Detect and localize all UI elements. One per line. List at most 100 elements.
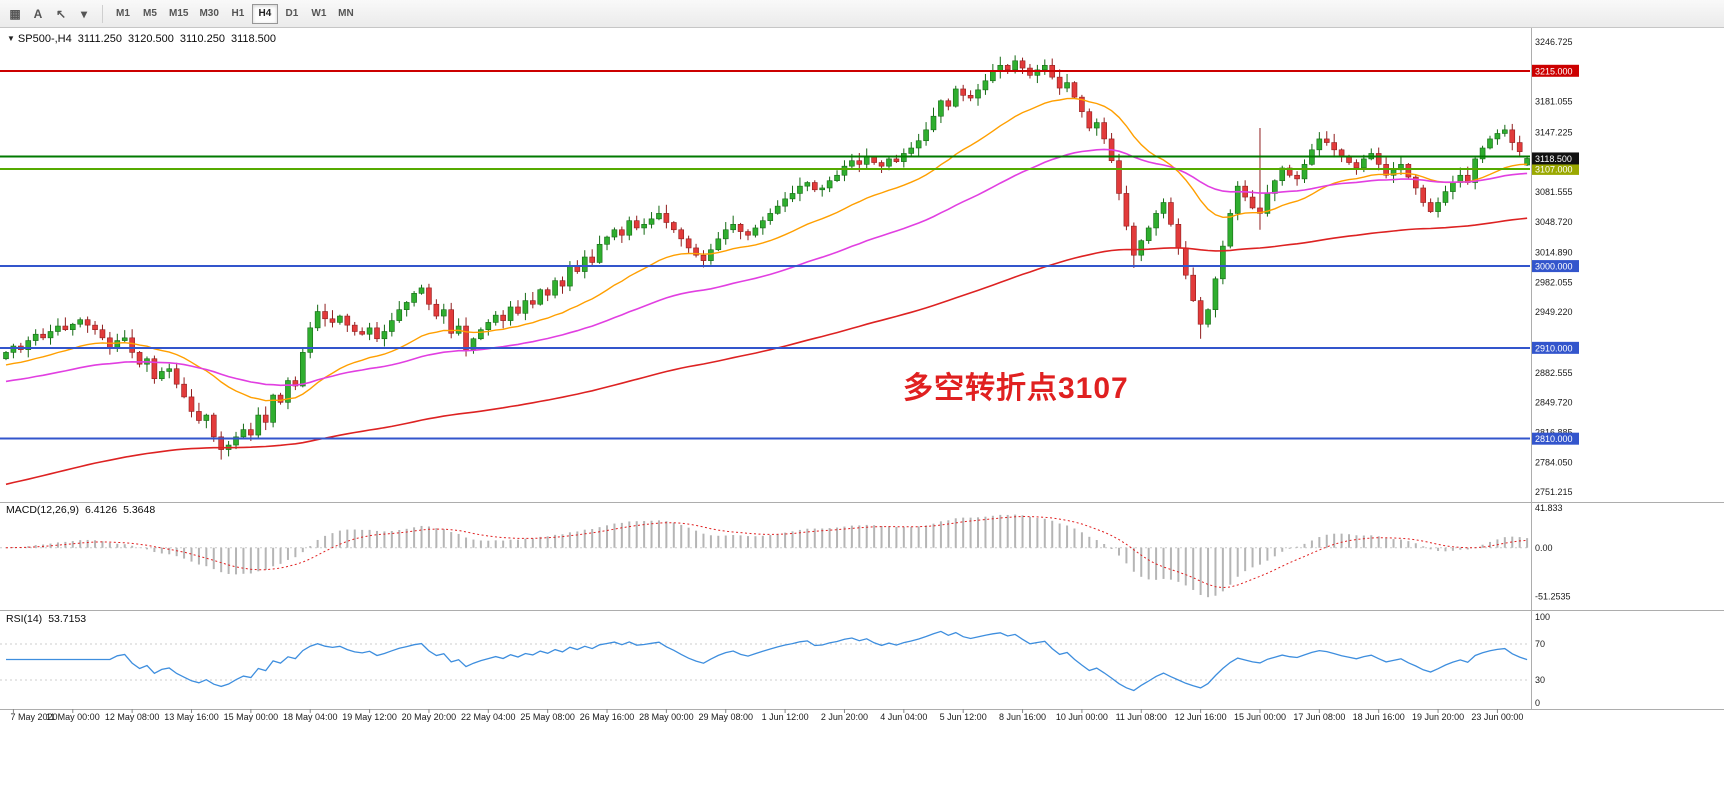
symbol-dropdown-icon[interactable]: ▼ [7, 34, 15, 43]
svg-text:28 May 00:00: 28 May 00:00 [639, 712, 694, 722]
svg-text:3048.720: 3048.720 [1535, 217, 1573, 227]
svg-text:2849.720: 2849.720 [1535, 398, 1573, 408]
svg-text:1 Jun 12:00: 1 Jun 12:00 [762, 712, 809, 722]
svg-text:2751.215: 2751.215 [1535, 487, 1573, 497]
chart-grid-icon[interactable]: ▦ [4, 4, 26, 24]
svg-text:11 May 00:00: 11 May 00:00 [46, 712, 100, 722]
candlestick-series [3, 55, 1530, 460]
svg-text:2810.000: 2810.000 [1535, 434, 1573, 444]
svg-text:17 Jun 08:00: 17 Jun 08:00 [1293, 712, 1345, 722]
low-value: 3110.250 [179, 33, 225, 45]
svg-text:3181.055: 3181.055 [1535, 97, 1573, 107]
svg-text:26 May 16:00: 26 May 16:00 [580, 712, 635, 722]
macd-main-value: 6.4126 [84, 504, 118, 516]
svg-text:100: 100 [1535, 612, 1550, 622]
timeframe-h1-button[interactable]: H1 [225, 4, 251, 24]
rsi-line [6, 630, 1528, 692]
price-badge [1532, 341, 1579, 354]
timeframe-buttons-group: M1 M5 M15 M30 H1 H4 D1 W1 MN [110, 3, 359, 24]
timeframe-m5-button[interactable]: M5 [137, 4, 163, 24]
svg-text:5 Jun 12:00: 5 Jun 12:00 [940, 712, 987, 722]
svg-text:3215.000: 3215.000 [1535, 66, 1573, 76]
rsi-header: RSI(14) 53.7153 [6, 613, 92, 625]
svg-text:11 Jun 08:00: 11 Jun 08:00 [1116, 712, 1167, 722]
price-badge [1532, 260, 1579, 273]
svg-text:3246.725: 3246.725 [1535, 37, 1573, 47]
timeframe-d1-button[interactable]: D1 [279, 4, 305, 24]
open-value: 3111.250 [77, 33, 122, 45]
svg-text:19 May 12:00: 19 May 12:00 [342, 712, 397, 722]
price-axis: 3246.725 3181.055 3147.225 3081.555 3048.720… [1532, 37, 1579, 708]
svg-text:3118.500: 3118.500 [1535, 154, 1572, 164]
svg-text:2949.220: 2949.220 [1535, 307, 1573, 317]
timeframe-m1-button[interactable]: M1 [110, 4, 136, 24]
svg-text:15 May 00:00: 15 May 00:00 [224, 712, 279, 722]
timeframe-w1-button[interactable]: W1 [306, 4, 332, 24]
svg-text:10 Jun 00:00: 10 Jun 00:00 [1056, 712, 1108, 722]
chart-ohlc-header: ▼ SP500-,H4 3111.250 3120.500 3110.250 3118.5… [7, 33, 282, 45]
svg-text:2982.055: 2982.055 [1535, 277, 1573, 287]
toolbar-separator [102, 4, 103, 23]
toolbar: ▦ A ↖ ▾ M1 M5 M15 M30 H1 H4 D1 W1 MN [0, 0, 1724, 28]
svg-text:22 May 04:00: 22 May 04:00 [461, 712, 516, 722]
svg-text:8 Jun 16:00: 8 Jun 16:00 [999, 712, 1046, 722]
svg-text:29 May 08:00: 29 May 08:00 [698, 712, 753, 722]
ma-slow-line [5, 217, 1528, 486]
svg-text:25 May 08:00: 25 May 08:00 [520, 712, 575, 722]
panel-separators [0, 28, 1724, 710]
timeframe-m30-button[interactable]: M30 [194, 4, 223, 24]
svg-text:0: 0 [1535, 698, 1540, 708]
svg-text:15 Jun 00:00: 15 Jun 00:00 [1234, 712, 1286, 722]
svg-text:23 Jun 00:00: 23 Jun 00:00 [1471, 712, 1523, 722]
text-tool-icon[interactable]: A [27, 4, 49, 24]
svg-text:-51.2535: -51.2535 [1535, 591, 1571, 601]
svg-text:2784.050: 2784.050 [1535, 457, 1573, 467]
svg-text:2 Jun 20:00: 2 Jun 20:00 [821, 712, 868, 722]
horizontal-lines [0, 69, 1530, 440]
macd-signal-value: 5.3648 [123, 504, 156, 516]
svg-text:3000.000: 3000.000 [1535, 262, 1573, 272]
close-value: 3118.500 [230, 33, 277, 45]
svg-text:13 May 16:00: 13 May 16:00 [164, 712, 219, 722]
svg-text:7 May 2020: 7 May 2020 [10, 712, 57, 722]
ma-fast-line [5, 97, 1528, 402]
toolbar-icons-group: ▦ A ↖ ▾ [4, 4, 95, 24]
price-badge [1532, 152, 1579, 165]
svg-text:2910.000: 2910.000 [1535, 343, 1573, 353]
macd-histogram [12, 514, 1529, 598]
svg-text:18 May 04:00: 18 May 04:00 [283, 712, 338, 722]
timeframe-m15-button[interactable]: M15 [164, 4, 193, 24]
price-badge [1532, 162, 1579, 175]
price-badge [1532, 64, 1579, 77]
draw-tools-dropdown-icon[interactable]: ▾ [73, 4, 95, 24]
high-value: 3120.500 [127, 33, 174, 45]
rsi-name-label: RSI(14) [6, 613, 43, 625]
rsi-value: 53.7153 [48, 613, 87, 625]
price-badge [1532, 432, 1579, 445]
svg-text:3107.000: 3107.000 [1535, 164, 1573, 174]
svg-text:4 Jun 04:00: 4 Jun 04:00 [880, 712, 927, 722]
svg-text:3147.225: 3147.225 [1535, 127, 1573, 137]
timeframe-h4-button[interactable]: H4 [251, 3, 278, 24]
svg-text:3014.890: 3014.890 [1535, 248, 1573, 258]
svg-text:19 Jun 20:00: 19 Jun 20:00 [1412, 712, 1464, 722]
svg-text:12 May 08:00: 12 May 08:00 [105, 712, 160, 722]
svg-text:2816.885: 2816.885 [1535, 427, 1573, 437]
svg-text:41.833: 41.833 [1535, 503, 1563, 513]
svg-text:0.00: 0.00 [1535, 543, 1553, 553]
svg-text:30: 30 [1535, 675, 1545, 685]
svg-text:18 Jun 16:00: 18 Jun 16:00 [1353, 712, 1405, 722]
timeframe-mn-button[interactable]: MN [333, 4, 359, 24]
svg-text:3081.555: 3081.555 [1535, 187, 1573, 197]
svg-text:2882.555: 2882.555 [1535, 368, 1573, 378]
draw-tools-icon[interactable]: ↖ [50, 4, 72, 24]
svg-text:70: 70 [1535, 639, 1545, 649]
annotation-text: 多空转折点3107 [903, 372, 1129, 405]
ma-medium-line [5, 148, 1528, 387]
symbol-period-label: SP500-,H4 [17, 33, 72, 45]
macd-name-label: MACD(12,26,9) [6, 504, 79, 516]
macd-signal-line [5, 515, 1528, 589]
macd-header: MACD(12,26,9) 6.4126 5.3648 [6, 504, 161, 516]
